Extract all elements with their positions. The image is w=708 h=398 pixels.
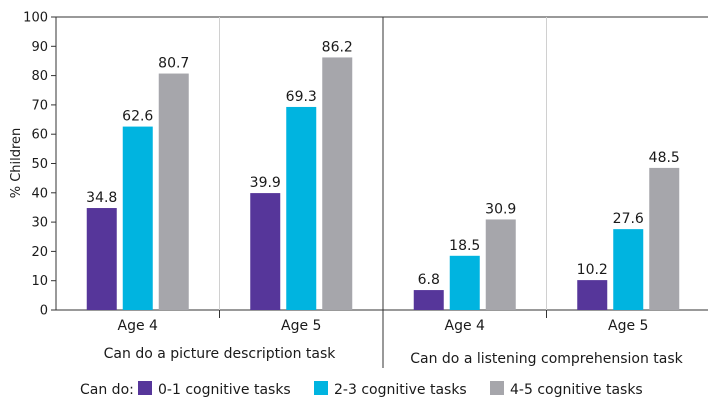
bar [577,280,608,310]
bar-value-label: 30.9 [485,201,516,217]
bar-value-label: 39.9 [250,175,281,191]
group-label: Can do a picture description task [104,346,337,362]
bar [649,167,680,310]
bar-value-label: 6.8 [418,272,440,288]
bar [122,126,153,310]
bar [286,106,317,311]
y-tick-label: 50 [31,157,48,172]
bar [485,219,516,310]
y-tick-label: 20 [31,245,48,260]
legend-swatch [314,381,328,395]
y-tick-label: 70 [31,98,48,113]
y-tick-label: 60 [31,128,48,143]
bar [449,255,480,310]
bar [158,73,189,310]
bar [413,290,444,310]
y-tick-label: 30 [31,216,48,231]
y-tick-label: 40 [31,186,48,201]
bar-value-label: 10.2 [577,262,608,278]
bar [86,208,117,310]
bar [322,57,353,311]
bar-value-label: 27.6 [613,211,644,227]
legend: Can do: 0-1 cognitive tasks 2-3 cognitive… [80,381,643,398]
bar-value-label: 80.7 [158,56,189,72]
bar-value-label: 18.5 [449,238,480,254]
legend-entry: 4-5 cognitive tasks [510,382,643,398]
plot-area: 0 10 20 30 40 50 60 70 80 90 100 34.8 62.6 80.7 Age 4 3… [23,11,708,368]
x-category-label: Age 4 [445,318,486,334]
x-category-label: Age 4 [118,318,159,334]
bar-value-label: 86.2 [322,39,353,55]
legend-entry: 2-3 cognitive tasks [334,382,467,398]
y-tick-label: 0 [40,304,48,319]
legend-entry: 0-1 cognitive tasks [158,382,291,398]
group-label: Can do a listening comprehension task [410,351,683,367]
y-tick-label: 80 [31,69,48,84]
x-category-label: Age 5 [608,318,648,334]
bar-value-label: 69.3 [286,89,317,105]
bar-value-label: 48.5 [649,150,680,166]
x-category-label: Age 5 [281,318,321,334]
bar [250,193,281,310]
y-tick-label: 10 [31,274,48,289]
legend-swatch [138,381,152,395]
y-tick-label: 90 [31,40,48,55]
bar-value-label: 62.6 [122,109,153,125]
y-axis-label: % Children [9,128,24,199]
legend-swatch [490,381,504,395]
bar [613,229,644,310]
bar-value-label: 34.8 [86,190,117,206]
y-tick-label: 100 [23,11,48,26]
legend-title: Can do: [80,382,134,398]
